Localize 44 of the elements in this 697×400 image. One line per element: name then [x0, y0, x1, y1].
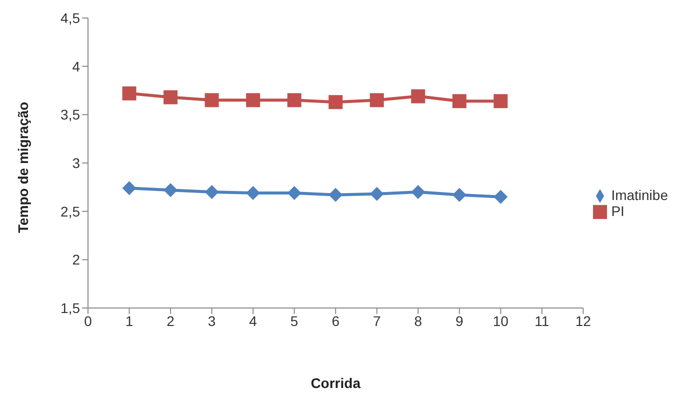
point	[246, 93, 260, 108]
legend-label: Imatinibe	[611, 186, 668, 203]
x-tick-label: 2	[166, 312, 175, 329]
y-tick-label: 3	[72, 154, 80, 171]
x-tick-label: 4	[249, 312, 258, 329]
x-tick-label: 5	[290, 312, 298, 329]
y-tick-label: 2,5	[60, 203, 80, 220]
x-tick-label: 9	[455, 312, 464, 329]
point	[204, 93, 219, 108]
x-axis-title: Corrida	[310, 375, 361, 391]
point	[370, 186, 384, 201]
x-tick-label: 1	[125, 312, 134, 329]
point	[164, 183, 178, 198]
x-tick-label: 8	[414, 312, 422, 329]
x-tick-label: 3	[208, 312, 216, 329]
point	[452, 94, 466, 108]
point	[328, 188, 343, 202]
point	[122, 181, 136, 196]
x-tick-label: 7	[372, 312, 381, 329]
point	[494, 94, 508, 108]
y-tick-label: 2	[72, 252, 80, 268]
point	[328, 95, 343, 110]
legend-label: PI	[611, 203, 624, 219]
point	[494, 190, 508, 204]
point	[287, 186, 302, 200]
x-tick-label: 6	[332, 312, 340, 329]
x-tick-label: 10	[492, 312, 509, 329]
x-tick-label: 0	[84, 312, 92, 329]
x-tick-label: 12	[575, 312, 592, 329]
y-tick-label: 4	[72, 58, 80, 74]
point	[411, 89, 426, 104]
point	[452, 188, 466, 202]
y-tick-label: 4,5	[60, 10, 80, 26]
point	[164, 90, 178, 104]
point	[246, 186, 260, 200]
point	[287, 93, 302, 108]
y-tick-label: 3,5	[60, 106, 80, 123]
y-tick-label: 1,5	[60, 300, 80, 316]
y-axis-title: Tempo de migração	[14, 102, 31, 233]
point	[370, 93, 384, 108]
x-tick-label: 11	[534, 312, 550, 329]
point	[411, 185, 426, 199]
point	[122, 86, 136, 100]
point	[204, 185, 219, 199]
